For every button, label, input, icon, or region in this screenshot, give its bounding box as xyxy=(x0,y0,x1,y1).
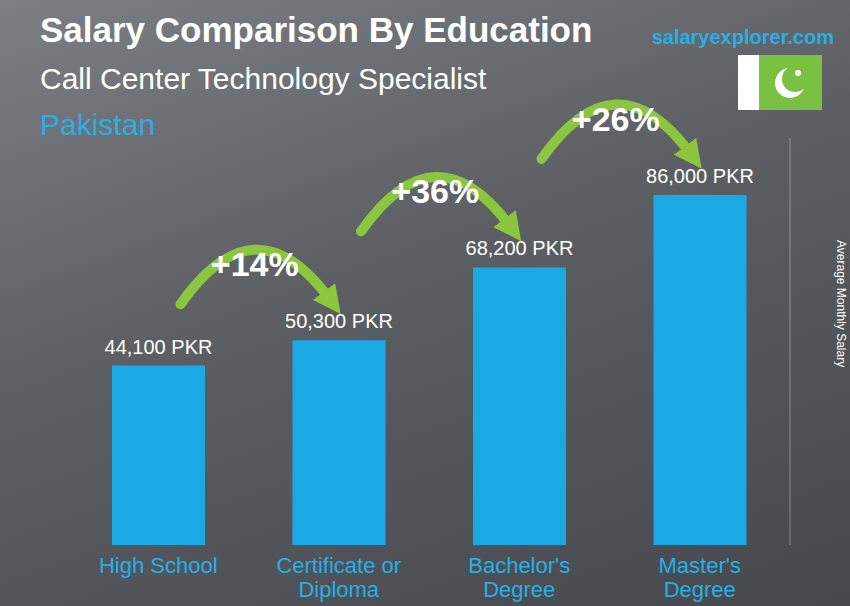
svg-text:+36%: +36% xyxy=(391,172,479,210)
svg-text:High School: High School xyxy=(99,553,218,578)
html-text:Call Center Technology Special: Call Center Technology Specialist xyxy=(40,62,487,95)
svg-text:+26%: +26% xyxy=(572,100,660,138)
html-text:salaryexplorer.com: salaryexplorer.com xyxy=(651,26,834,48)
svg-text:44,100 PKR: 44,100 PKR xyxy=(105,336,213,358)
svg-text:Bachelor'sDegree: Bachelor'sDegree xyxy=(468,553,570,602)
svg-text:+14%: +14% xyxy=(211,245,299,283)
html-text:Pakistan: Pakistan xyxy=(40,108,156,141)
html-text:Average Monthly Salary: Average Monthly Salary xyxy=(834,240,848,368)
html-text:Salary Comparison By Education: Salary Comparison By Education xyxy=(40,10,593,49)
svg-text:68,200 PKR: 68,200 PKR xyxy=(466,237,574,259)
svg-text:86,000 PKR: 86,000 PKR xyxy=(646,165,754,187)
svg-text:Master'sDegree: Master'sDegree xyxy=(659,553,741,602)
svg-text:50,300 PKR: 50,300 PKR xyxy=(285,310,393,332)
svg-text:Certificate orDiploma: Certificate orDiploma xyxy=(276,553,401,602)
